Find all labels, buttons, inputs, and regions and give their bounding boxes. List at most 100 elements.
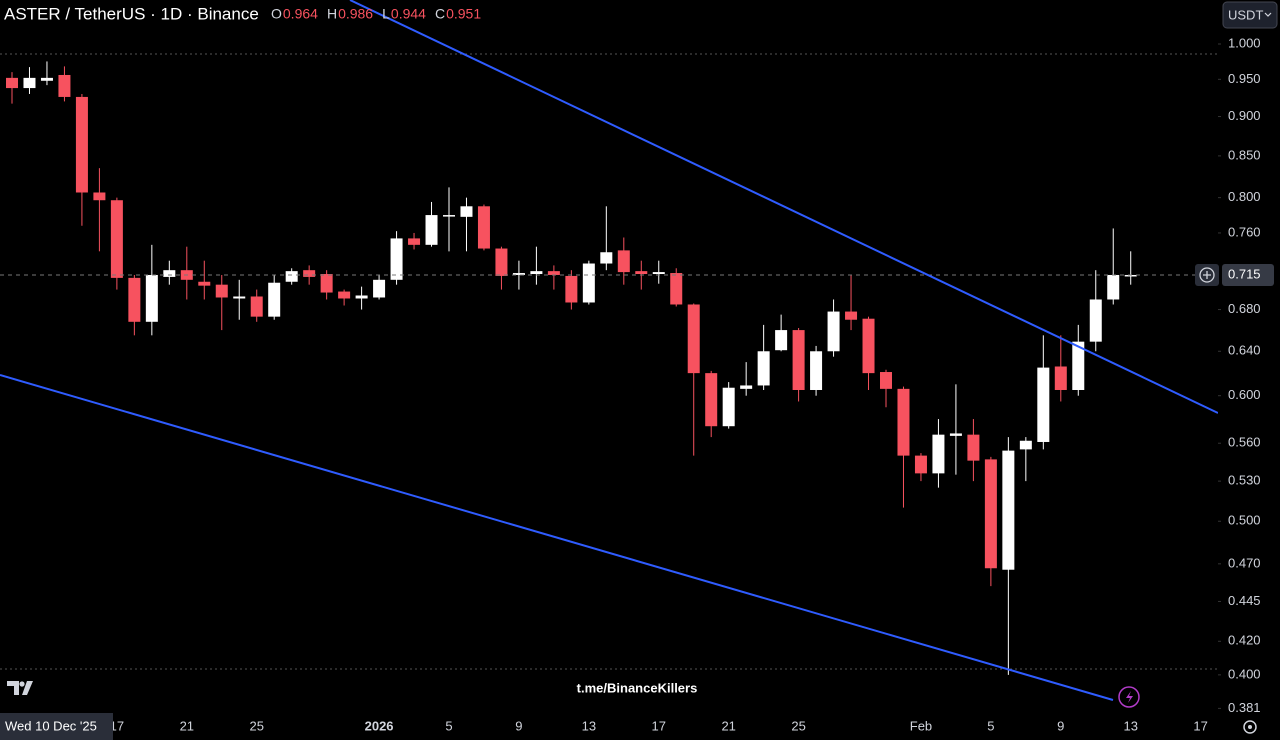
candle-body [1124, 274, 1137, 277]
y-tick-label: 0.760 [1228, 224, 1261, 239]
candle-body [495, 248, 508, 276]
candle-body [198, 281, 211, 286]
candle-body [320, 274, 333, 293]
ohlc-legend: O 0.964 H 0.986 L 0.944 C 0.951 [271, 6, 481, 22]
candle-body [1089, 299, 1102, 342]
candle-body [862, 318, 875, 374]
candle-body [757, 351, 770, 386]
candle-body [408, 238, 421, 245]
last-price-label: 0.715 [1228, 266, 1261, 281]
x-tick-label: 17 [110, 718, 124, 733]
y-tick-label: 1.000 [1228, 35, 1261, 50]
candle-body [722, 387, 735, 427]
y-tick-label: 0.900 [1228, 108, 1261, 123]
candle-body [303, 270, 316, 277]
candle-body [635, 271, 648, 275]
x-tick-label: 17 [652, 718, 666, 733]
candle-body [338, 291, 351, 299]
chart-title: ASTER / TetherUS · 1D · Binance [4, 4, 259, 23]
candle-body [233, 296, 246, 299]
candle-body [460, 206, 473, 217]
y-tick-label: 0.950 [1228, 71, 1261, 86]
candle-body [110, 200, 123, 278]
y-tick-label: 0.850 [1228, 147, 1261, 162]
candle-body [810, 351, 823, 390]
lightning-button[interactable] [1118, 686, 1140, 708]
x-tick-label: 5 [445, 718, 452, 733]
candle-body [670, 273, 683, 305]
add-alert-plus [1203, 270, 1211, 279]
tradingview-logo[interactable] [7, 681, 33, 695]
candle-body [163, 270, 176, 277]
candle-body [827, 311, 840, 352]
candle-body [547, 271, 560, 275]
price-axis-labels: 1.000 0.950 0.900 0.850 0.800 0.760 0.680 0.640… [1195, 35, 1274, 715]
y-tick-label: 0.500 [1228, 513, 1261, 528]
candle-body [740, 385, 753, 389]
ohlc-value: 0.944 [391, 6, 426, 22]
candle-body [792, 330, 805, 390]
candle-body [477, 206, 490, 249]
lightning-icon [1126, 691, 1133, 703]
x-tick-label: 2026 [365, 718, 394, 733]
trend-line [349, 0, 1219, 414]
y-tick-label: 0.381 [1228, 700, 1261, 715]
watermark: t.me/BinanceKillers [577, 680, 698, 695]
y-tick-label: 0.530 [1228, 473, 1261, 488]
y-tick-label: 0.420 [1228, 633, 1261, 648]
candle-body [145, 274, 158, 322]
add-alert-icon [1199, 267, 1215, 283]
currency-label[interactable]: USDT [1228, 7, 1263, 22]
crosshair-date-box [0, 713, 113, 740]
x-tick-label: 13 [1123, 718, 1137, 733]
candle-body [512, 273, 525, 275]
candle-body [984, 459, 997, 569]
candle-body [1002, 450, 1015, 570]
y-tick-label: 0.470 [1228, 555, 1261, 570]
candle-body [6, 77, 18, 89]
candle-body [285, 271, 298, 282]
last-price-box [1222, 263, 1274, 286]
ohlc-key: C [435, 6, 445, 22]
y-tick-label: 0.400 [1228, 666, 1261, 681]
candle-body [775, 330, 788, 351]
x-tick-label: 17 [1193, 718, 1207, 733]
y-tick-label: 0.640 [1228, 343, 1261, 358]
add-alert-button[interactable] [1195, 263, 1219, 286]
candle-body [932, 434, 945, 474]
x-tick-label: 25 [249, 718, 263, 733]
trend-line [0, 374, 1114, 701]
x-tick-label: 21 [180, 718, 194, 733]
candle-body [75, 96, 88, 193]
candle-body [355, 295, 368, 299]
candle-body [652, 272, 665, 275]
candle-body [582, 263, 595, 303]
y-tick-label: 0.680 [1228, 301, 1261, 316]
settings-icon [1248, 725, 1252, 729]
y-tick-label: 0.445 [1228, 593, 1261, 608]
plot-area [0, 61, 1218, 675]
candle-body [58, 74, 71, 97]
price-axis [1218, 0, 1280, 740]
candle-body [1037, 367, 1050, 442]
x-tick-label: 5 [987, 718, 994, 733]
candle-body [967, 434, 980, 461]
dropdown-caret [1264, 12, 1272, 17]
settings-button[interactable] [1243, 720, 1257, 734]
y-tick-label: 0.600 [1228, 387, 1261, 402]
x-tick-label: 21 [721, 718, 735, 733]
candle-body [93, 192, 106, 201]
candle-body [949, 433, 962, 436]
candle-body [40, 77, 53, 81]
candle-body [128, 277, 141, 322]
candle-body [617, 250, 630, 273]
candle-body [600, 252, 613, 264]
currency-button[interactable] [1222, 1, 1278, 29]
candle-body [1019, 440, 1032, 450]
x-tick-label: 25 [791, 718, 805, 733]
candle-body [215, 284, 228, 298]
candle-body [443, 215, 455, 217]
candle-body [390, 238, 403, 280]
candle-body [23, 77, 36, 89]
